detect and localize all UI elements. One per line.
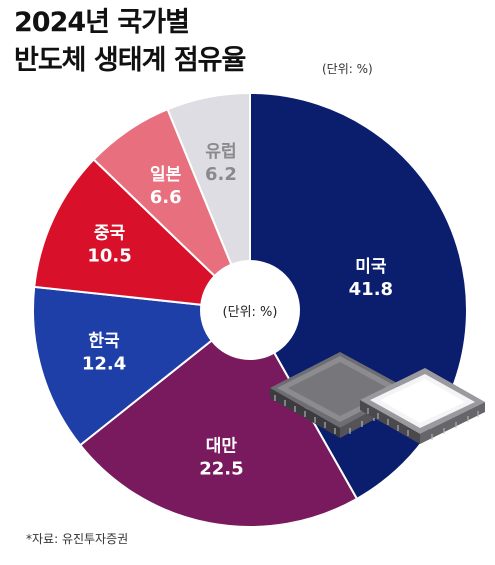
- pie-slice-3: [32, 285, 253, 447]
- slice-value-label: 12.4: [82, 353, 126, 374]
- slice-value-label: 22.5: [199, 458, 243, 479]
- pie-slice-2: [78, 308, 359, 528]
- slice-value-label: 6.6: [150, 187, 182, 208]
- slice-category-label: 한국: [88, 331, 120, 351]
- chip-illustration: [270, 352, 485, 444]
- title-line-1: 2024년 국가별: [14, 7, 190, 38]
- chart-title: 2024년 국가별 반도체 생태계 점유율: [14, 4, 246, 80]
- slice-value-label: 41.8: [349, 279, 393, 300]
- slice-category-label: 유럽: [205, 142, 236, 162]
- slice-category-label: 대만: [206, 436, 238, 456]
- chip-light-icon: [360, 368, 485, 444]
- slice-category-label: 일본: [150, 165, 182, 185]
- source-note: *자료: 유진투자증권: [26, 532, 129, 546]
- title-line-2: 반도체 생태계 점유율: [14, 45, 246, 76]
- pie-slice-6: [166, 91, 251, 311]
- center-unit-label: (단위: %): [223, 305, 278, 320]
- slice-category-label: 미국: [355, 257, 387, 277]
- slice-value-label: 10.5: [87, 245, 131, 266]
- pie-slice-4: [33, 158, 253, 312]
- slice-category-label: 중국: [94, 223, 126, 243]
- slice-value-label: 6.2: [205, 164, 237, 185]
- unit-label: (단위: %): [322, 62, 373, 76]
- center-hole: [200, 260, 300, 360]
